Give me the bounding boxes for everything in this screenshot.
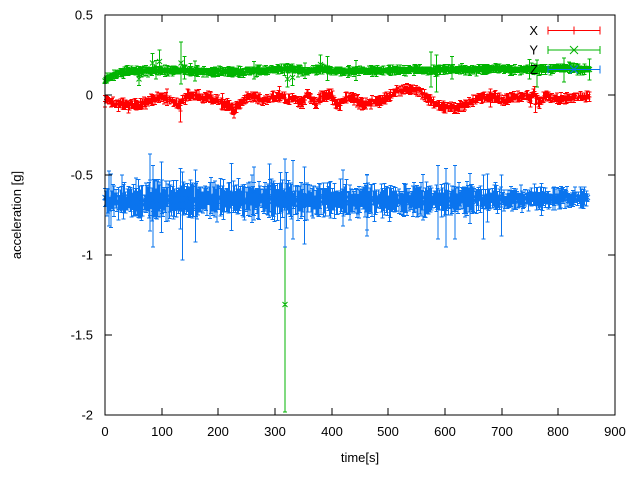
legend-sample-X bbox=[547, 26, 601, 35]
x-tick-label: 400 bbox=[321, 424, 343, 439]
legend-sample-Z bbox=[547, 65, 601, 74]
y-tick-label: -1 bbox=[81, 248, 93, 263]
x-tick-label: 500 bbox=[377, 424, 399, 439]
y-tick-label: -2 bbox=[81, 408, 93, 423]
legend: XYZ bbox=[529, 23, 601, 77]
x-tick-label: 800 bbox=[547, 424, 569, 439]
y-tick-label: 0 bbox=[86, 88, 93, 103]
x-tick-label: 600 bbox=[434, 424, 456, 439]
x-axis-label: time[s] bbox=[341, 450, 379, 465]
legend-sample-Y bbox=[547, 45, 601, 55]
legend-label-X: X bbox=[529, 23, 538, 38]
series-Z-errorbars bbox=[103, 153, 590, 261]
plot-area: 0 100 200 300 400 500 600 700 800 900 0.5 0 -0.5 -1 -1… bbox=[71, 8, 626, 440]
y-tick-label: -0.5 bbox=[71, 168, 93, 183]
x-tick-label: 100 bbox=[151, 424, 173, 439]
y-axis-label: acceleration [g] bbox=[9, 171, 24, 259]
legend-label-Z: Z bbox=[530, 62, 538, 77]
axes: 0 100 200 300 400 500 600 700 800 900 0.5 0 -0.5 -1 -1… bbox=[71, 8, 626, 440]
x-tick-label: 300 bbox=[264, 424, 286, 439]
x-tick-label: 200 bbox=[207, 424, 229, 439]
x-tick-label: 700 bbox=[491, 424, 513, 439]
tick-marks bbox=[104, 14, 616, 416]
legend-label-Y: Y bbox=[529, 43, 538, 58]
y-tick-label: -1.5 bbox=[71, 328, 93, 343]
x-tick-label: 0 bbox=[101, 424, 108, 439]
y-tick-label: 0.5 bbox=[75, 8, 93, 23]
x-tick-label: 900 bbox=[604, 424, 626, 439]
